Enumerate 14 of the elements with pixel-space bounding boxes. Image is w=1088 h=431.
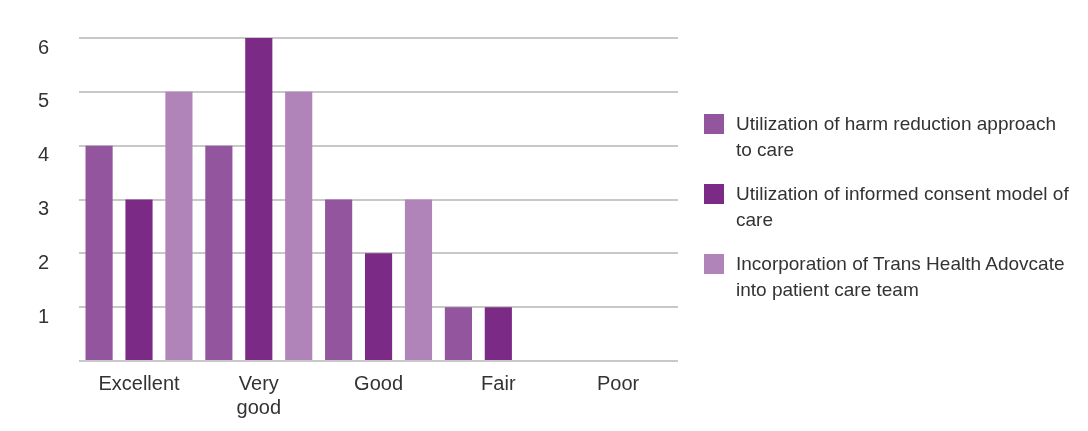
y-tick-label: 6 [38, 35, 50, 58]
legend-label: Utilization of harm reduction approach to care [736, 111, 1057, 162]
legend-label: Incorporation of Trans Health Adovcate into patient care team [736, 251, 1066, 302]
x-tick-label: Fair [481, 371, 516, 394]
y-tick-label: 4 [38, 143, 50, 166]
x-tick-label: Good [354, 371, 404, 394]
y-tick-label: 1 [38, 304, 50, 327]
y-tick-label: 5 [38, 89, 50, 112]
y-tick-label: 3 [38, 197, 50, 220]
y-tick-label: 2 [38, 250, 50, 273]
x-tick-label: Very good [236, 371, 282, 418]
x-tick-label: Excellent [98, 371, 181, 394]
x-tick-label: Poor [596, 371, 640, 394]
legend-label: Utilization of informed consent model of care [736, 181, 1070, 232]
